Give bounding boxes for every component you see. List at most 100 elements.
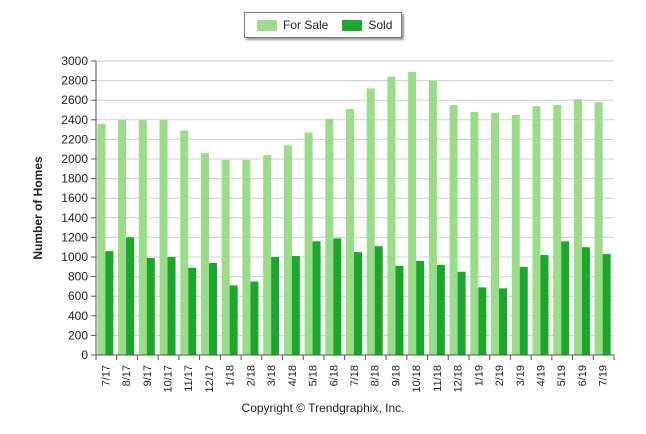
y-tick-label: 2000 (61, 152, 88, 166)
bar-sold (105, 251, 114, 355)
bar-sold (208, 262, 217, 355)
bar-for-sale (118, 119, 127, 355)
y-tick-label: 2800 (61, 74, 88, 88)
y-tick-label: 1800 (61, 172, 88, 186)
bar-for-sale (159, 119, 168, 355)
y-tick-label: 2600 (61, 93, 88, 107)
x-tick-label: 4/19 (535, 365, 547, 386)
x-tick-label: 12/17 (204, 365, 216, 393)
copyright-text: Copyright © Trendgraphix, Inc. (241, 401, 405, 415)
bar-sold (478, 287, 487, 355)
bar-for-sale (573, 99, 582, 355)
bar-for-sale (304, 132, 313, 355)
bar-for-sale (553, 105, 562, 355)
bar-sold (333, 238, 342, 355)
bar-for-sale (449, 105, 458, 355)
bar-sold (416, 260, 425, 355)
x-tick-label: 11/17 (183, 365, 195, 392)
x-tick-label: 5/19 (556, 365, 568, 386)
bar-for-sale (325, 118, 334, 355)
bar-sold (602, 254, 611, 355)
bar-sold (519, 266, 528, 355)
bar-sold (499, 288, 508, 355)
bar-sold (374, 246, 383, 355)
x-tick-label: 3/18 (266, 365, 278, 386)
legend-label-for-sale: For Sale (283, 18, 329, 32)
y-tick-label: 1200 (61, 230, 88, 244)
y-tick-label: 1400 (61, 211, 88, 225)
y-axis-label: Number of Homes (31, 156, 45, 260)
x-tick-label: 8/18 (370, 365, 382, 386)
y-tick-label: 200 (68, 328, 88, 342)
bar-for-sale (594, 102, 603, 355)
y-tick-label: 400 (68, 309, 88, 323)
bar-sold (229, 285, 238, 355)
x-tick-label: 9/17 (142, 365, 154, 386)
bar-sold (436, 264, 445, 355)
bar-for-sale (346, 109, 354, 356)
bar-sold (312, 241, 321, 355)
bar-for-sale (200, 153, 209, 355)
x-tick-label: 7/18 (349, 365, 361, 386)
x-axis-ticks: 7/17 8/17 9/17 10/17 11/17 12/17 1/18 2/18 3/18 4… (95, 355, 615, 393)
bar-for-sale (180, 130, 189, 355)
bar-sold (540, 255, 549, 355)
bar-sold (291, 256, 300, 355)
y-tick-label: 2200 (61, 132, 88, 146)
x-tick-label: 2/18 (245, 365, 257, 386)
bar-sold (250, 281, 259, 355)
x-tick-label: 10/17 (163, 365, 175, 393)
bar-for-sale (491, 112, 500, 355)
legend: For Sale Sold (244, 12, 402, 38)
bar-sold (561, 241, 570, 355)
bar-for-sale (283, 145, 292, 355)
x-tick-label: 1/18 (225, 365, 237, 386)
y-tick-label: 1000 (61, 250, 88, 264)
bar-for-sale (408, 71, 417, 355)
x-tick-label: 8/17 (121, 365, 133, 386)
x-tick-label: 9/18 (390, 365, 402, 386)
y-tick-label: 2400 (61, 113, 88, 127)
bar-sold (126, 237, 135, 355)
bar-sold (395, 265, 404, 355)
axes (95, 61, 614, 356)
x-tick-label: 7/17 (100, 365, 112, 386)
x-tick-label: 10/18 (411, 365, 423, 393)
legend-swatch-for-sale (257, 19, 277, 31)
bar-for-sale (470, 111, 479, 356)
bar-sold (146, 257, 155, 355)
legend-label-sold: Sold (368, 18, 393, 32)
y-axis-ticks: 0 200 400 600 800 1000 1200 1400 1600 1800 2000 220… (61, 54, 96, 362)
bar-for-sale (242, 159, 251, 355)
legend-item-sold: Sold (342, 18, 392, 32)
x-tick-label: 12/18 (453, 365, 465, 393)
bar-sold (167, 257, 176, 355)
x-tick-label: 1/19 (473, 365, 485, 386)
y-tick-label: 800 (68, 270, 88, 284)
bar-for-sale (511, 114, 520, 356)
bar-for-sale (97, 123, 106, 355)
bar-sold (188, 267, 197, 355)
bar-for-sale (428, 80, 437, 355)
bar-sold (354, 252, 362, 355)
bar-for-sale (221, 159, 230, 355)
bar-for-sale (138, 119, 147, 355)
bar-for-sale (387, 76, 396, 356)
bar-sold (457, 271, 466, 355)
x-tick-label: 11/18 (432, 365, 444, 392)
y-tick-label: 600 (68, 289, 88, 303)
y-tick-label: 3000 (61, 54, 88, 68)
x-tick-label: 2/19 (494, 365, 506, 386)
bar-for-sale (366, 88, 375, 355)
y-tick-label: 1600 (61, 191, 88, 205)
bar-sold (581, 247, 590, 355)
x-tick-label: 6/19 (577, 365, 589, 386)
y-tick-label: 0 (81, 348, 88, 362)
x-tick-label: 5/18 (308, 365, 320, 386)
bar-sold (271, 257, 280, 355)
x-tick-label: 6/18 (328, 365, 340, 386)
x-tick-label: 3/19 (515, 365, 527, 386)
bars (97, 71, 611, 356)
x-tick-label: 7/19 (598, 365, 610, 386)
